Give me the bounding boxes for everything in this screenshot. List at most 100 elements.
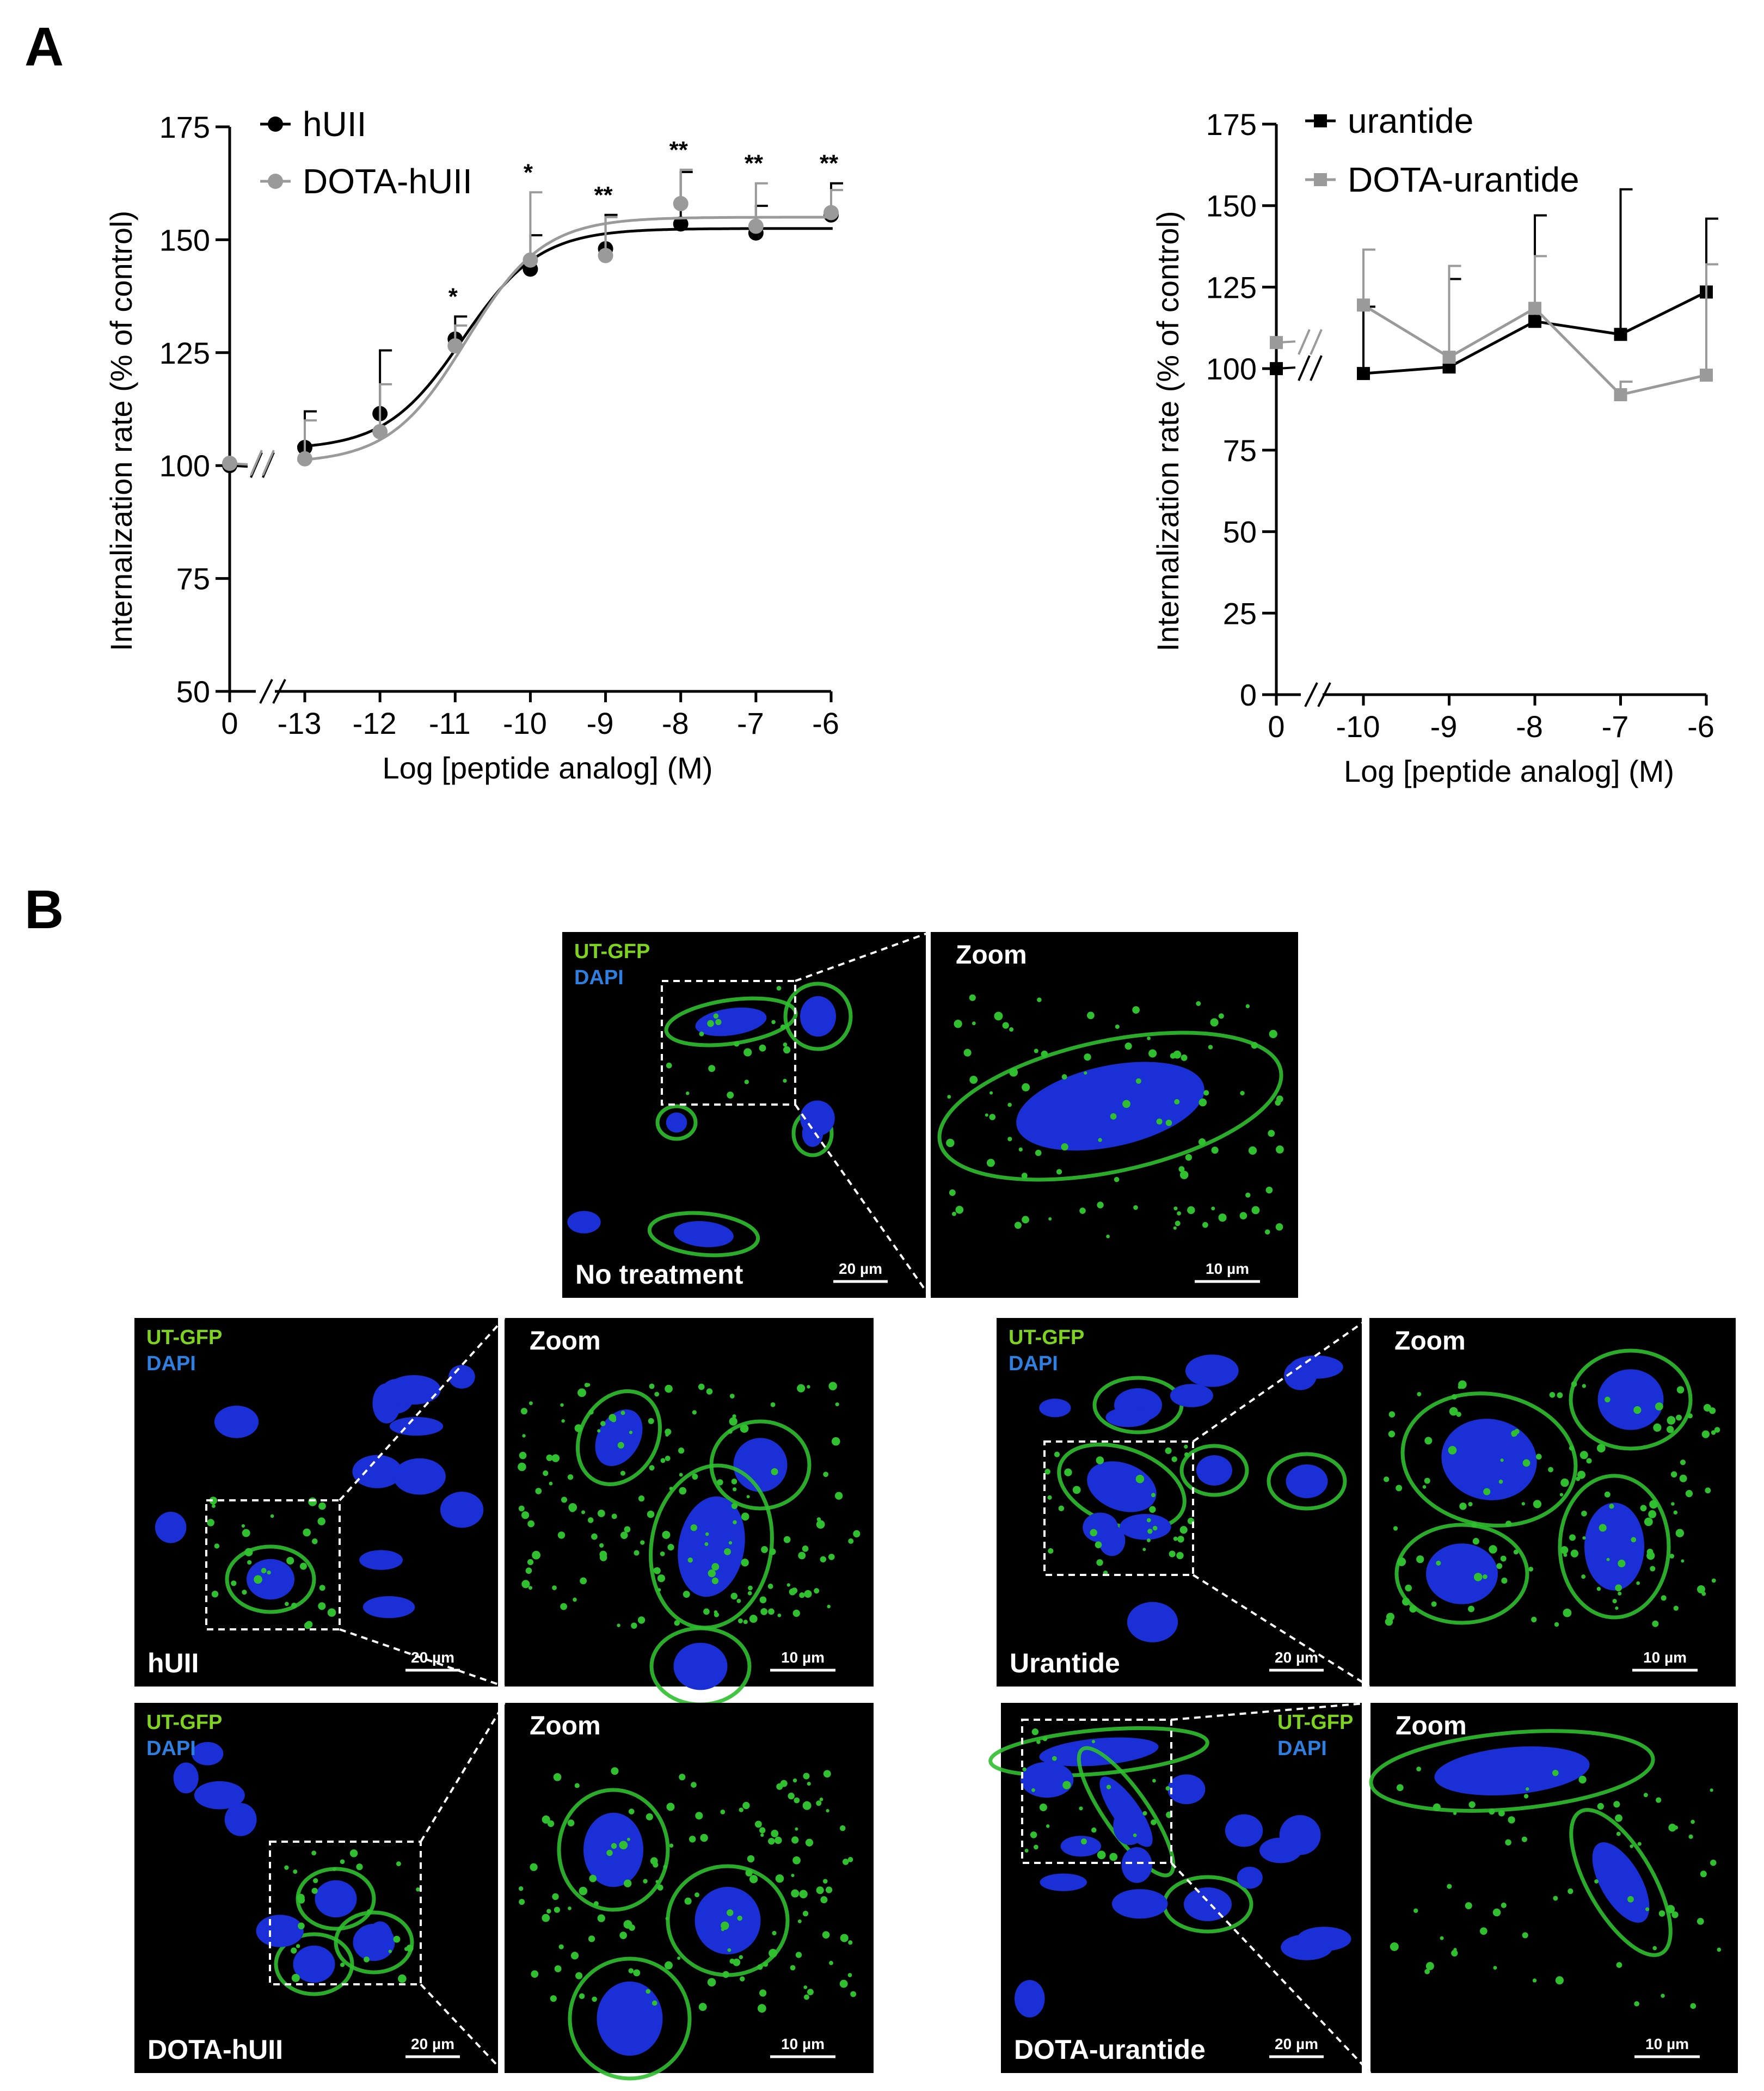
data-point — [447, 338, 463, 354]
gfp-vesicle — [707, 1020, 714, 1027]
gfp-vesicle — [771, 1468, 778, 1475]
x-tick-label: -10 — [503, 706, 547, 740]
gfp-vesicle — [819, 1797, 823, 1801]
gfp-vesicle — [1554, 1622, 1559, 1627]
gfp-vesicle — [532, 1550, 541, 1560]
gfp-vesicle — [847, 1857, 853, 1862]
gfp-vesicle — [711, 1563, 720, 1571]
gfp-vesicle — [780, 1024, 786, 1030]
gfp-vesicle — [724, 1548, 731, 1555]
nucleus — [1039, 1399, 1071, 1418]
gfp-vesicle — [293, 1869, 298, 1874]
gfp-vesicle — [1557, 1392, 1563, 1399]
x-tick-label: -6 — [812, 706, 839, 740]
gfp-vesicle — [640, 1540, 645, 1545]
scale-bar-label: 10 µm — [1206, 1260, 1249, 1277]
zoom-region-box — [1043, 1440, 1194, 1576]
gfp-vesicle — [646, 1813, 653, 1820]
gfp-vesicle — [1645, 1907, 1650, 1911]
gfp-vesicle — [254, 1575, 262, 1584]
channel-label-gfp: UT-GFP — [146, 1711, 222, 1734]
x-tick-label: -7 — [737, 706, 764, 740]
nucleus — [567, 1211, 601, 1234]
nucleus — [194, 1781, 245, 1810]
micrograph-dota-urantide: UT-GFP DAPI DOTA-urantide 20 µm Zoom 10 µm — [988, 1702, 1738, 2074]
gfp-vesicle — [1676, 1386, 1685, 1394]
gfp-vesicle — [1433, 1803, 1441, 1811]
gfp-vesicle — [1110, 1113, 1117, 1120]
gfp-vesicle — [797, 1919, 802, 1923]
gfp-vesicle — [711, 1577, 719, 1585]
gfp-vesicle — [700, 1834, 708, 1842]
condition-label: hUII — [147, 1648, 199, 1678]
nucleus — [372, 1383, 401, 1424]
gfp-vesicle — [303, 1528, 311, 1537]
gfp-vesicle — [660, 1551, 665, 1556]
gfp-vesicle — [822, 1879, 828, 1884]
gfp-vesicle — [527, 1559, 534, 1566]
gfp-vesicle — [1492, 1908, 1501, 1917]
gfp-vesicle — [597, 1914, 605, 1922]
gfp-vesicle — [1096, 1456, 1104, 1464]
gfp-vesicle — [1109, 1853, 1118, 1861]
gfp-vesicle — [1522, 1932, 1528, 1939]
gfp-vesicle — [1196, 1001, 1201, 1006]
gfp-vesicle — [1175, 1221, 1181, 1227]
gfp-vesicle — [695, 1812, 703, 1820]
nucleus — [1016, 1062, 1204, 1151]
gfp-vesicle — [1007, 1137, 1012, 1142]
gfp-vesicle — [835, 1402, 839, 1407]
gfp-vesicle — [1409, 1605, 1417, 1613]
nucleus — [800, 1100, 835, 1136]
gfp-vesicle — [525, 1567, 532, 1574]
gfp-vesicle — [634, 1550, 640, 1556]
gfp-vesicle — [703, 1608, 710, 1615]
gfp-vesicle — [611, 1843, 617, 1849]
y-tick-label: 50 — [176, 674, 210, 709]
nucleus — [224, 1802, 257, 1836]
gfp-vesicle — [1513, 1549, 1519, 1555]
x-axis-break-mark — [272, 679, 286, 704]
gfp-vesicle — [1570, 1549, 1579, 1557]
gfp-vesicle — [792, 1778, 797, 1783]
gfp-vesicle — [692, 1410, 697, 1415]
gfp-vesicle — [1599, 1524, 1607, 1532]
gfp-vesicle — [1688, 1834, 1693, 1839]
gfp-vesicle — [1106, 1234, 1110, 1238]
gfp-vesicle — [554, 1965, 562, 1972]
data-point — [1528, 302, 1541, 315]
gfp-vesicle — [1493, 1966, 1497, 1970]
nucleus — [1020, 1762, 1074, 1798]
gfp-vesicle — [1522, 1459, 1531, 1467]
nucleus — [1167, 1774, 1206, 1805]
x-tick-label: -12 — [353, 706, 397, 740]
gfp-vesicle — [757, 1964, 763, 1970]
gfp-vesicle — [1096, 1559, 1103, 1566]
gfp-vesicle — [1548, 1467, 1553, 1473]
gfp-vesicle — [1002, 1022, 1009, 1029]
gfp-vesicle — [393, 1935, 401, 1943]
gfp-vesicle — [1248, 1146, 1257, 1155]
gfp-vesicle — [1680, 1460, 1686, 1465]
gfp-vesicle — [665, 1917, 669, 1921]
gfp-vesicle — [743, 1620, 748, 1624]
gfp-vesicle — [1147, 1529, 1153, 1534]
gfp-vesicle — [332, 1867, 336, 1871]
gfp-vesicle — [542, 1914, 550, 1922]
gfp-vesicle — [637, 1616, 646, 1624]
gfp-vesicle — [1612, 1598, 1617, 1604]
gfp-vesicle — [1079, 1806, 1083, 1811]
nucleus — [694, 1887, 761, 1954]
y-tick-label: 150 — [159, 223, 210, 257]
gfp-vesicle — [1165, 1119, 1172, 1126]
gfp-vesicle — [986, 1158, 995, 1167]
legend-label: DOTA-urantide — [1348, 160, 1579, 199]
y-tick-label: 50 — [1223, 515, 1257, 549]
gfp-vesicle — [770, 1402, 776, 1407]
gfp-vesicle — [1705, 1487, 1711, 1494]
gfp-vesicle — [1501, 1902, 1507, 1909]
gfp-vesicle — [1636, 1581, 1640, 1585]
x-tick-label: 0 — [221, 706, 238, 740]
gfp-vesicle — [805, 1838, 814, 1847]
gfp-vesicle — [740, 1424, 749, 1433]
